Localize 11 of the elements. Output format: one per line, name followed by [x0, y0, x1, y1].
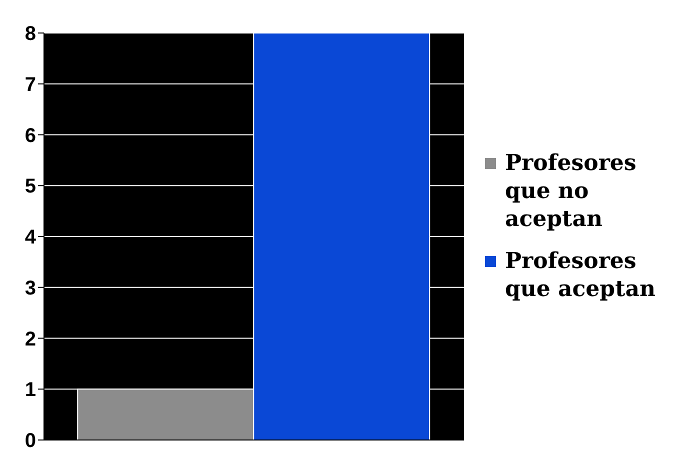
y-tick-label: 8: [24, 23, 36, 46]
y-tick-label: 2: [24, 328, 36, 350]
y-tick-label: 5: [24, 176, 36, 198]
y-tick-label: 1: [24, 379, 36, 402]
y-tick-label: 6: [24, 124, 36, 147]
legend-label: Profesores que no aceptan: [505, 149, 638, 233]
y-tick-label: 4: [24, 226, 37, 249]
y-tick-label: 7: [24, 74, 36, 96]
y-tick-label: 3: [24, 277, 36, 300]
y-tick-label: 0: [24, 430, 36, 452]
legend-label: Profesores que aceptan: [505, 247, 656, 303]
